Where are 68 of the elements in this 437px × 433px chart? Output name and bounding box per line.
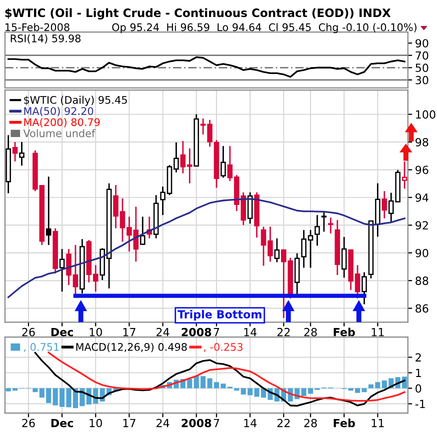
x-tick-label: 10	[90, 418, 102, 428]
x-tick-label: 7	[214, 418, 220, 428]
x-tick-label: 26	[22, 418, 35, 428]
candlestick	[382, 190, 388, 220]
x-tick-label: Dec	[51, 328, 73, 336]
series-label: RSI(14) 59.98	[10, 34, 81, 44]
candlestick	[59, 248, 65, 292]
x-tick-label: 24	[156, 328, 170, 336]
legend-label: MA(200) 80.79	[24, 118, 100, 128]
y-tick-label: 94	[416, 193, 428, 202]
chart-subtitle: 15-Feb-2008	[6, 23, 70, 32]
y-tick-label: 90	[416, 39, 428, 48]
candlestick	[328, 216, 334, 234]
y-tick-label: 92	[416, 221, 428, 230]
chart-title: $WTIC (Oil - Light Crude - Continuous Contract (EOD)) INDX	[5, 8, 391, 20]
x-tick-label: 26	[22, 328, 35, 336]
y-tick-label: -1	[415, 400, 425, 408]
annotation: Op 95.24 Hi 96.59 Lo 94.64 Cl 95.45 Chg -0.10 (-0.10%)	[112, 23, 416, 34]
candlestick	[362, 272, 367, 305]
annotation: Triple Bottom	[178, 310, 262, 321]
x-tick-label: 28	[304, 328, 317, 336]
candlestick	[140, 216, 146, 246]
legend-label: Volume undef	[23, 129, 96, 138]
candlestick	[19, 141, 24, 166]
y-tick-label: 90	[416, 248, 428, 258]
x-tick-label: Feb	[334, 328, 355, 336]
legend-label: MA(50) 92.20	[24, 106, 94, 116]
x-tick-label: 2008	[182, 328, 212, 336]
x-tick-label: 28	[304, 418, 317, 428]
candlestick	[341, 236, 347, 278]
x-tick-label: 11	[372, 418, 384, 428]
legend-label: , -0.253	[204, 343, 243, 352]
x-tick-label: 14	[244, 328, 257, 336]
y-tick-label: 98	[416, 138, 428, 146]
y-tick-label: 96	[416, 166, 428, 174]
candlestick	[46, 176, 52, 246]
y-tick-label: 2	[416, 353, 421, 362]
x-tick-label: 14	[244, 418, 257, 428]
y-tick-label: 0	[416, 384, 422, 393]
x-tick-label: 22	[277, 418, 290, 428]
y-tick-label: 88	[416, 276, 428, 285]
y-tick-label: 50	[416, 64, 428, 72]
legend-label: $WTIC (Daily) 95.45	[24, 96, 127, 106]
candlestick	[220, 145, 226, 178]
y-tick-label: 30	[416, 76, 428, 84]
x-tick-label: 7	[214, 328, 220, 336]
candlestick	[274, 238, 280, 263]
x-tick-label: 17	[123, 418, 136, 428]
candlestick	[321, 210, 327, 232]
line-series	[8, 56, 406, 78]
x-tick-label: 10	[90, 328, 102, 336]
x-tick-label: 22	[277, 328, 290, 336]
y-tick-label: 100	[416, 110, 436, 119]
legend-label: , 0.751	[24, 343, 59, 352]
y-tick-label: 70	[416, 51, 428, 60]
y-tick-label: 1	[416, 368, 421, 377]
y-tick-label: 86	[416, 304, 428, 313]
candlestick	[12, 141, 18, 162]
x-tick-label: 24	[156, 418, 170, 428]
x-tick-label: 17	[123, 328, 136, 336]
bar	[32, 388, 38, 392]
x-tick-label: 11	[372, 328, 384, 336]
legend-label: MACD(12,26,9) 0.498	[76, 342, 187, 352]
x-tick-label: Dec	[51, 418, 73, 428]
candlestick	[294, 252, 300, 296]
x-tick-label: 2008	[182, 418, 212, 428]
candlestick	[314, 214, 320, 246]
x-tick-label: Feb	[334, 418, 355, 428]
